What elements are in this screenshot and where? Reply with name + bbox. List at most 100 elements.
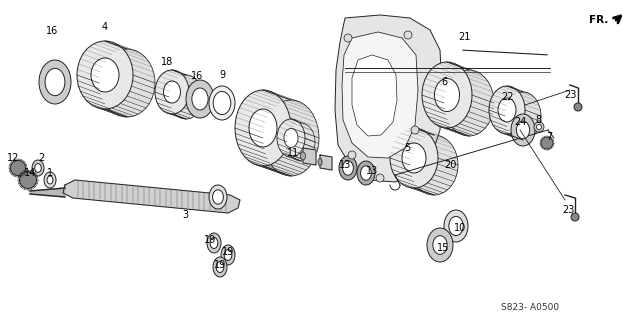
Ellipse shape (263, 100, 319, 176)
Ellipse shape (435, 78, 460, 112)
Ellipse shape (39, 60, 71, 104)
Text: 13: 13 (339, 160, 351, 170)
Ellipse shape (516, 121, 530, 139)
Circle shape (541, 137, 553, 149)
Polygon shape (303, 148, 316, 165)
Ellipse shape (186, 80, 214, 118)
Ellipse shape (163, 81, 180, 103)
Ellipse shape (224, 249, 232, 261)
Ellipse shape (360, 166, 371, 180)
Ellipse shape (77, 41, 133, 109)
Text: 19: 19 (214, 260, 226, 270)
Text: 18: 18 (161, 57, 173, 67)
Text: 20: 20 (444, 160, 456, 170)
Text: FR.: FR. (589, 15, 608, 25)
Polygon shape (352, 55, 397, 136)
Ellipse shape (284, 129, 298, 147)
Ellipse shape (155, 70, 189, 114)
Text: 7: 7 (546, 132, 552, 142)
Ellipse shape (410, 135, 458, 195)
Ellipse shape (207, 233, 221, 253)
Text: 14: 14 (24, 168, 36, 178)
Ellipse shape (44, 172, 56, 188)
Ellipse shape (210, 238, 218, 249)
Ellipse shape (489, 86, 525, 134)
Ellipse shape (169, 75, 203, 119)
Text: 4: 4 (102, 22, 108, 32)
Text: 1: 1 (47, 168, 53, 178)
Ellipse shape (390, 128, 438, 188)
Text: 2: 2 (38, 153, 44, 163)
Text: 6: 6 (441, 77, 447, 87)
Ellipse shape (402, 143, 426, 173)
Ellipse shape (221, 245, 235, 265)
Text: 13: 13 (366, 166, 378, 176)
Ellipse shape (45, 68, 65, 96)
Ellipse shape (99, 49, 155, 117)
Polygon shape (335, 15, 442, 182)
Circle shape (376, 174, 384, 182)
Polygon shape (320, 155, 332, 170)
Circle shape (411, 126, 419, 134)
Circle shape (571, 213, 579, 221)
Polygon shape (30, 188, 65, 197)
Circle shape (574, 103, 582, 111)
Text: 19: 19 (204, 235, 216, 245)
Ellipse shape (444, 70, 494, 136)
Text: 16: 16 (46, 26, 58, 36)
Text: 24: 24 (514, 117, 526, 127)
Ellipse shape (422, 62, 472, 128)
Ellipse shape (277, 119, 305, 157)
Text: 10: 10 (454, 223, 466, 233)
Text: 23: 23 (564, 90, 576, 100)
Ellipse shape (433, 236, 447, 254)
Ellipse shape (498, 98, 516, 122)
Ellipse shape (301, 152, 305, 160)
Polygon shape (342, 32, 418, 158)
Ellipse shape (212, 190, 223, 204)
Circle shape (348, 151, 356, 159)
Ellipse shape (209, 185, 227, 209)
Text: 8: 8 (535, 115, 541, 125)
Circle shape (344, 34, 352, 42)
Ellipse shape (342, 161, 353, 175)
Ellipse shape (91, 58, 119, 92)
Text: 9: 9 (219, 70, 225, 80)
Text: 16: 16 (191, 71, 203, 81)
Ellipse shape (287, 123, 315, 161)
Circle shape (536, 124, 541, 130)
Ellipse shape (235, 90, 291, 166)
Ellipse shape (213, 92, 231, 115)
Polygon shape (63, 180, 240, 213)
Text: 15: 15 (437, 243, 449, 253)
Text: 11: 11 (287, 148, 299, 158)
Ellipse shape (449, 216, 463, 236)
Text: 12: 12 (7, 153, 19, 163)
Ellipse shape (47, 176, 53, 184)
Ellipse shape (32, 160, 44, 176)
Text: 19: 19 (222, 247, 234, 257)
Text: 22: 22 (502, 92, 515, 102)
Ellipse shape (192, 88, 208, 110)
Ellipse shape (505, 92, 541, 140)
Text: 21: 21 (458, 32, 470, 42)
Ellipse shape (511, 114, 535, 146)
Text: S823- A0500: S823- A0500 (501, 303, 559, 313)
Ellipse shape (216, 262, 224, 272)
Ellipse shape (213, 257, 227, 277)
Circle shape (10, 160, 26, 176)
Ellipse shape (339, 156, 357, 180)
Ellipse shape (209, 86, 235, 120)
Circle shape (19, 172, 36, 189)
Ellipse shape (318, 159, 322, 166)
Ellipse shape (427, 228, 453, 262)
Ellipse shape (249, 109, 277, 147)
Text: 3: 3 (182, 210, 188, 220)
Text: 5: 5 (404, 143, 410, 153)
Ellipse shape (357, 161, 375, 185)
Text: 23: 23 (562, 205, 574, 215)
Circle shape (404, 31, 412, 39)
Circle shape (534, 122, 544, 132)
Ellipse shape (444, 210, 468, 242)
Ellipse shape (35, 164, 42, 172)
